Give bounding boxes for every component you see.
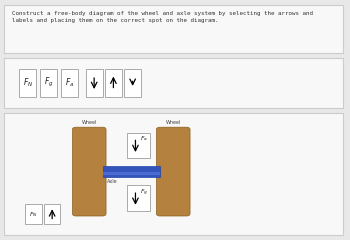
Text: $F_g$: $F_g$ [140, 187, 148, 198]
Text: $F_a$: $F_a$ [65, 77, 74, 89]
Bar [127, 132, 150, 158]
Text: Wheel: Wheel [166, 120, 181, 125]
FancyBboxPatch shape [156, 127, 190, 216]
Text: Wheel: Wheel [82, 120, 97, 125]
Text: $F_a$: $F_a$ [140, 134, 148, 144]
Bar [105, 69, 122, 96]
Bar [4, 5, 343, 53]
FancyBboxPatch shape [72, 127, 106, 216]
Text: $F_g$: $F_g$ [44, 76, 54, 89]
Bar [4, 58, 343, 108]
Bar [19, 69, 36, 96]
Text: Construct a free-body diagram of the wheel and axle system by selecting the arro: Construct a free-body diagram of the whe… [12, 11, 313, 23]
Text: Axle: Axle [107, 179, 117, 184]
Bar [25, 204, 42, 224]
Bar [124, 69, 141, 96]
Text: $F_N$: $F_N$ [22, 77, 33, 89]
Bar [86, 69, 103, 96]
Bar [103, 166, 160, 177]
Bar [40, 69, 57, 96]
Text: $F_N$: $F_N$ [29, 210, 38, 219]
Bar [127, 185, 150, 211]
Bar [61, 69, 78, 96]
Bar [44, 204, 60, 224]
Bar [4, 113, 343, 235]
Bar [103, 172, 160, 175]
